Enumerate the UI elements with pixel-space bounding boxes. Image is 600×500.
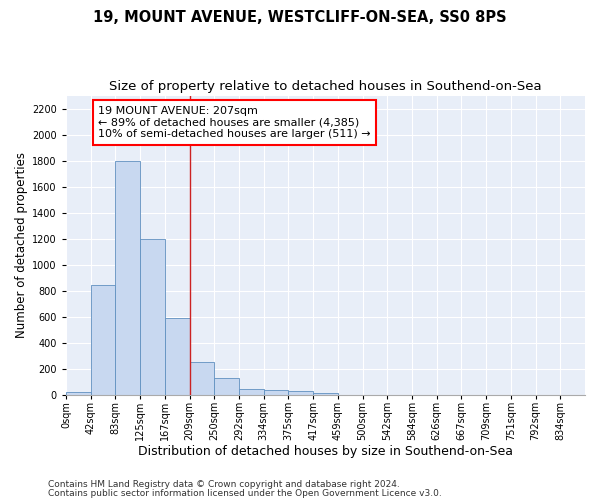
- Text: Contains public sector information licensed under the Open Government Licence v3: Contains public sector information licen…: [48, 490, 442, 498]
- Title: Size of property relative to detached houses in Southend-on-Sea: Size of property relative to detached ho…: [109, 80, 542, 93]
- Bar: [289, 392, 313, 396]
- X-axis label: Distribution of detached houses by size in Southend-on-Sea: Distribution of detached houses by size …: [138, 444, 513, 458]
- Text: 19 MOUNT AVENUE: 207sqm
← 89% of detached houses are smaller (4,385)
10% of semi: 19 MOUNT AVENUE: 207sqm ← 89% of detache…: [98, 106, 371, 139]
- Bar: [66, 392, 91, 396]
- Bar: [239, 389, 263, 396]
- Bar: [190, 362, 214, 396]
- Bar: [165, 318, 190, 396]
- Bar: [263, 390, 289, 396]
- Bar: [115, 160, 140, 396]
- Bar: [140, 239, 165, 396]
- Bar: [313, 394, 338, 396]
- Bar: [91, 284, 115, 396]
- Y-axis label: Number of detached properties: Number of detached properties: [15, 152, 28, 338]
- Text: Contains HM Land Registry data © Crown copyright and database right 2024.: Contains HM Land Registry data © Crown c…: [48, 480, 400, 489]
- Bar: [214, 378, 239, 396]
- Text: 19, MOUNT AVENUE, WESTCLIFF-ON-SEA, SS0 8PS: 19, MOUNT AVENUE, WESTCLIFF-ON-SEA, SS0 …: [93, 10, 507, 25]
